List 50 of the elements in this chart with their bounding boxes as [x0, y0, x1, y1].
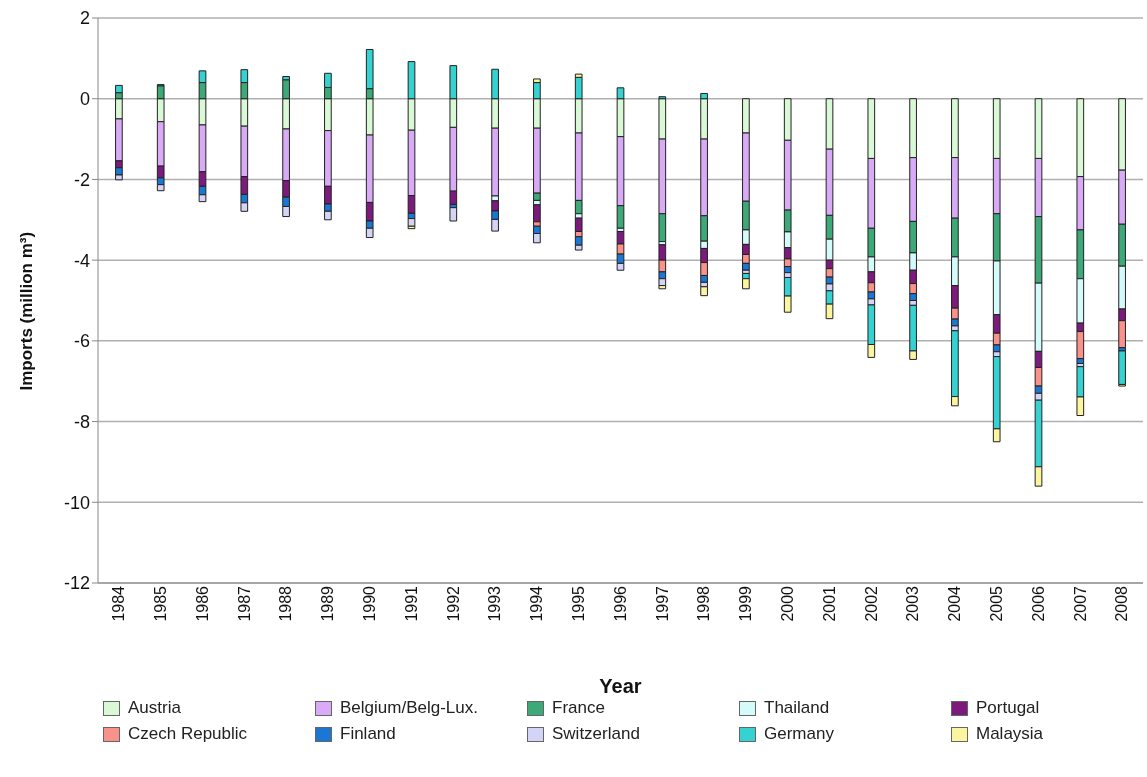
x-tick-label: 1993	[486, 585, 504, 622]
bar	[449, 207, 458, 222]
x-tick-label: 1996	[611, 585, 629, 622]
legend-label: Germany	[764, 724, 834, 744]
legend-label: Portugal	[976, 698, 1040, 718]
legend-label: Malaysia	[976, 724, 1044, 744]
legend-label: Belgium/Belg-Lux.	[340, 698, 478, 718]
y-axis-title: Imports (million m³)	[17, 231, 37, 391]
x-tick-label: 2006	[1029, 585, 1047, 622]
x-tick-label: 2005	[988, 585, 1006, 622]
x-tick-label: 2008	[1113, 585, 1131, 622]
x-tick-label: 1989	[319, 585, 337, 622]
x-tick-label: 1999	[737, 585, 755, 622]
y-tick-label: 2	[79, 8, 90, 29]
bar	[574, 217, 583, 232]
x-tick-label: 2007	[1071, 585, 1089, 622]
x-tick-label: 1985	[152, 585, 170, 622]
x-tick-label: 1998	[695, 585, 713, 622]
x-axis-title: Year	[599, 675, 642, 697]
y-tick-label: -10	[63, 492, 90, 513]
y-tick-label: -4	[73, 250, 90, 271]
x-tick-label: 2002	[862, 585, 880, 622]
y-tick-label: -2	[73, 169, 90, 190]
x-tick-label: 1997	[653, 585, 671, 622]
x-tick-label: 1992	[444, 585, 462, 622]
legend-label: Switzerland	[552, 724, 640, 744]
bar	[533, 204, 541, 223]
legend-label: France	[552, 698, 605, 718]
x-tick-label: 1986	[193, 585, 211, 622]
y-tick-label: -12	[63, 573, 90, 594]
y-tick-label: -8	[73, 411, 90, 432]
legend-label: Austria	[128, 698, 181, 718]
legend-label: Finland	[340, 724, 396, 744]
x-tick-label: 1988	[277, 585, 295, 622]
bar	[700, 286, 708, 297]
x-tick-label: 1995	[570, 585, 588, 622]
y-tick-label: 0	[79, 89, 90, 110]
legend-label: Thailand	[764, 698, 830, 718]
x-tick-label: 1987	[235, 585, 253, 622]
bar	[1118, 350, 1126, 385]
x-tick-label: 1984	[110, 585, 128, 622]
y-tick-label: -6	[73, 331, 90, 352]
x-tick-label: 2000	[779, 585, 797, 622]
x-tick-label: 2001	[820, 585, 838, 622]
x-tick-label: 1990	[361, 585, 379, 622]
x-tick-label: 2004	[946, 585, 964, 622]
x-tick-label: 2003	[904, 585, 922, 622]
x-tick-label: 1991	[402, 585, 420, 622]
x-tick-label: 1994	[528, 585, 546, 622]
legend-label: Czech Republic	[128, 724, 248, 744]
